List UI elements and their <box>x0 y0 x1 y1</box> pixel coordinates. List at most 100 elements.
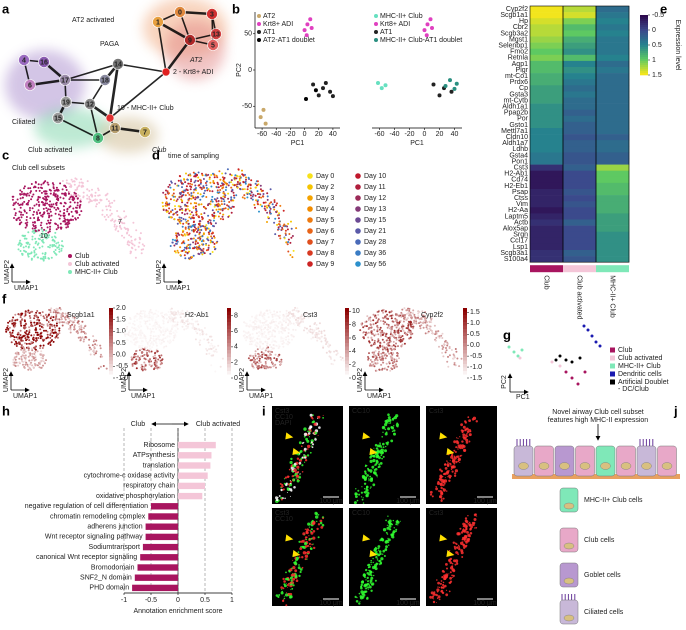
umap-point <box>249 319 252 322</box>
colorbar-tick-label: 1.0 <box>470 320 480 327</box>
umap-point <box>424 321 427 324</box>
umap-point <box>15 201 17 204</box>
umap-point <box>251 363 254 366</box>
umap-point <box>40 325 43 328</box>
umap-point <box>127 322 130 325</box>
umap-point <box>42 259 45 262</box>
umap-point <box>415 322 418 325</box>
legend-marker <box>307 239 313 245</box>
umap-point <box>252 193 255 196</box>
umap-point <box>263 321 266 324</box>
colorbar-step <box>227 367 231 372</box>
umap-point <box>75 206 77 209</box>
umap-point <box>275 341 278 343</box>
umap-point <box>126 325 129 328</box>
umap-point <box>109 206 112 208</box>
colorbar-step <box>109 332 113 337</box>
graph-edge <box>89 103 99 139</box>
signal-speck <box>304 554 309 558</box>
umap-point <box>123 216 126 219</box>
colorbar-step <box>227 346 231 351</box>
umap-point <box>251 364 254 367</box>
umap-point <box>140 335 142 338</box>
umap-point <box>381 331 384 334</box>
umap-point <box>223 196 226 199</box>
umap-point <box>272 206 275 209</box>
umap-point <box>265 347 268 350</box>
signal-speck <box>353 501 357 505</box>
umap-point <box>145 325 148 328</box>
umap-point <box>33 317 36 320</box>
umap-point <box>38 319 41 322</box>
umap-point <box>246 332 249 335</box>
signal-speck <box>300 457 303 460</box>
umap-point <box>140 368 143 371</box>
umap-point <box>128 329 131 332</box>
umap-point <box>48 320 51 323</box>
umap-point <box>23 185 26 188</box>
umap-point <box>24 310 27 313</box>
umap-point <box>80 330 83 333</box>
legend-marker <box>257 14 261 18</box>
umap-point <box>245 339 248 342</box>
umap-point <box>381 338 384 341</box>
umap-point <box>411 312 414 315</box>
umap-point <box>274 330 277 333</box>
umap-point <box>374 354 377 357</box>
signal-speck <box>371 479 373 481</box>
legend-marker <box>68 254 72 258</box>
row-label: H2-Eb1 <box>504 183 528 190</box>
umap-point <box>287 222 290 225</box>
signal-speck <box>314 431 318 435</box>
umap-point <box>24 354 27 357</box>
umap-point <box>46 323 49 326</box>
legend-label: Dendritic cells <box>618 371 662 378</box>
x-tick-label: 0.5 <box>200 597 210 604</box>
umap-point <box>183 249 186 251</box>
signal-speck <box>453 449 456 452</box>
umap-point <box>15 342 18 345</box>
colorbar-step <box>640 15 648 18</box>
y-tick-label: -50 <box>242 103 252 110</box>
legend-label: Day 56 <box>364 261 386 268</box>
umap-point <box>53 240 56 243</box>
umap-point <box>41 311 44 314</box>
umap-point <box>281 332 284 335</box>
umap-point <box>32 339 35 341</box>
umap-point <box>29 191 32 194</box>
bar <box>178 452 212 459</box>
signal-speck <box>309 430 311 433</box>
signal-speck <box>310 537 313 540</box>
umap-point <box>405 318 408 321</box>
pca-point <box>576 382 580 386</box>
umap-point <box>271 315 274 318</box>
umap-point <box>65 182 68 184</box>
umap-point <box>169 216 172 219</box>
signal-speck <box>457 437 459 439</box>
umap-point <box>39 337 42 340</box>
colorbar-step <box>109 311 113 316</box>
signal-speck <box>374 449 376 451</box>
colorbar-step <box>227 339 231 344</box>
channel-label: Cst3 <box>275 408 290 415</box>
umap-point <box>407 326 410 329</box>
scatter-point <box>302 28 307 33</box>
umap-point <box>418 310 421 313</box>
umap-point <box>162 205 164 208</box>
umap-point <box>211 200 214 203</box>
umap-point <box>56 336 59 339</box>
signal-speck <box>357 489 360 492</box>
x-axis-label: UMAP1 <box>367 393 391 400</box>
colorbar-step <box>463 336 467 340</box>
umap-point <box>215 200 218 203</box>
umap-point <box>40 323 43 326</box>
signal-speck <box>305 439 307 441</box>
colorbar-step <box>227 318 231 323</box>
umap-point <box>197 180 200 182</box>
umap-point <box>196 231 198 233</box>
umap-point <box>212 354 215 357</box>
umap-point <box>177 251 180 254</box>
umap-point <box>25 245 27 248</box>
heatmap-cell <box>596 42 630 49</box>
umap-point <box>125 215 128 218</box>
